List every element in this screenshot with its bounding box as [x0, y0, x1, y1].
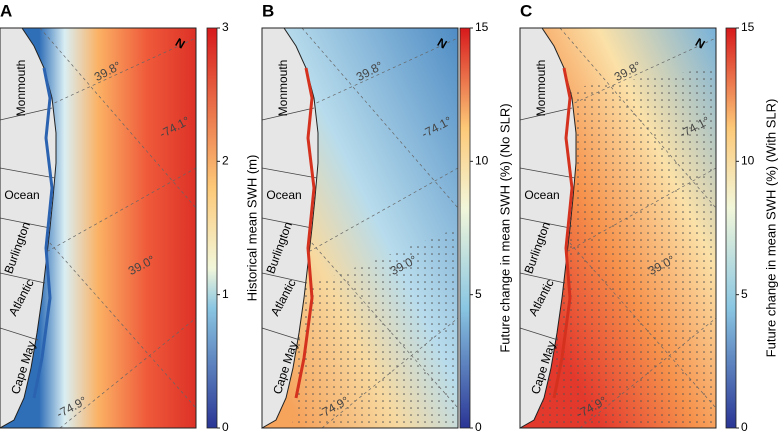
colorbar-title: Future change in mean SWH (%) (With SLR): [763, 99, 778, 358]
county-border: [0, 217, 51, 229]
graticule-line: [9, 197, 197, 409]
graticule-line: [579, 317, 717, 429]
colorbar-tick-label: 2: [222, 154, 229, 168]
colorbar-tick-label: 0: [222, 420, 229, 431]
map-frame: [519, 27, 717, 429]
county-border: [0, 167, 56, 179]
county-label: Ocean: [266, 188, 301, 202]
colorbar-tick-label: 1: [222, 287, 229, 301]
colorbar-tick-label: 0: [475, 420, 482, 431]
colorbar-title: Future change in mean SWH (%) (No SLR): [497, 103, 512, 352]
county-label: Ocean: [524, 188, 559, 202]
colorbar: [725, 27, 737, 429]
graticule-line: [559, 27, 717, 209]
county-border: [261, 217, 313, 229]
map-frame: [261, 27, 459, 429]
county-border: [519, 327, 559, 341]
colorbar: [459, 27, 471, 429]
county-border: [0, 107, 53, 121]
back-bay: [294, 67, 316, 399]
graticule-line: [529, 197, 717, 409]
map-frame: [0, 27, 197, 429]
county-label: Monmouth: [276, 60, 290, 117]
county-label: Monmouth: [534, 60, 548, 117]
county-border: [519, 272, 566, 284]
county-border: [261, 272, 308, 284]
county-border: [261, 167, 318, 179]
colorbar-tick-label: 10: [741, 154, 755, 168]
colorbar-tick-label: 5: [475, 287, 482, 301]
panel-label: A: [0, 1, 12, 20]
graticule-line: [321, 317, 459, 429]
county-border: [0, 272, 46, 284]
colorbar-tick-label: 3: [222, 20, 229, 34]
colorbar-tick-label: 5: [741, 287, 748, 301]
colorbar-tick-label: 10: [475, 154, 489, 168]
graticule-line: [39, 27, 197, 209]
colorbar-title: Historical mean SWH (m): [244, 155, 259, 302]
county-border: [519, 167, 576, 179]
county-border: [261, 107, 315, 121]
colorbar: [206, 27, 218, 429]
stipple: [292, 228, 458, 428]
colorbar-tick-label: 15: [741, 20, 755, 34]
back-bay: [552, 67, 574, 399]
panel-label: C: [520, 1, 532, 20]
colorbar-tick-label: 15: [475, 20, 489, 34]
county-border: [0, 327, 39, 341]
stipple: [540, 68, 716, 428]
panel-label: B: [262, 1, 274, 20]
back-bay: [32, 67, 54, 399]
county-border: [261, 327, 301, 341]
colorbar-tick-label: 0: [741, 420, 748, 431]
graticule-line: [301, 27, 459, 209]
county-label: Ocean: [4, 188, 39, 202]
county-label: Monmouth: [14, 60, 28, 117]
graticule-line: [59, 317, 197, 429]
county-border: [519, 217, 571, 229]
county-border: [519, 107, 573, 121]
graticule-line: [271, 197, 459, 409]
